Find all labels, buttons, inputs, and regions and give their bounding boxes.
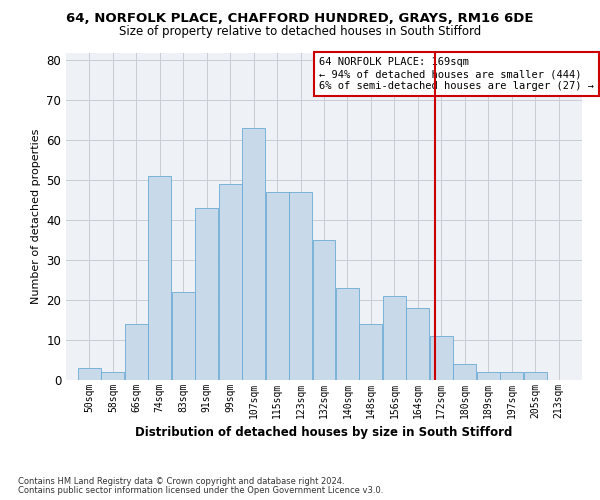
Bar <box>406 308 430 380</box>
Bar <box>500 372 523 380</box>
Bar <box>172 292 195 380</box>
Bar <box>266 192 289 380</box>
Bar <box>78 368 101 380</box>
Bar <box>430 336 453 380</box>
Bar <box>313 240 335 380</box>
Text: Size of property relative to detached houses in South Stifford: Size of property relative to detached ho… <box>119 25 481 38</box>
Y-axis label: Number of detached properties: Number of detached properties <box>31 128 41 304</box>
X-axis label: Distribution of detached houses by size in South Stifford: Distribution of detached houses by size … <box>136 426 512 440</box>
Bar <box>101 372 124 380</box>
Bar <box>476 372 500 380</box>
Bar <box>218 184 242 380</box>
Bar <box>359 324 382 380</box>
Bar <box>383 296 406 380</box>
Text: Contains public sector information licensed under the Open Government Licence v3: Contains public sector information licen… <box>18 486 383 495</box>
Text: 64 NORFOLK PLACE: 169sqm
← 94% of detached houses are smaller (444)
6% of semi-d: 64 NORFOLK PLACE: 169sqm ← 94% of detach… <box>319 58 594 90</box>
Bar <box>125 324 148 380</box>
Text: Contains HM Land Registry data © Crown copyright and database right 2024.: Contains HM Land Registry data © Crown c… <box>18 477 344 486</box>
Bar <box>524 372 547 380</box>
Text: 64, NORFOLK PLACE, CHAFFORD HUNDRED, GRAYS, RM16 6DE: 64, NORFOLK PLACE, CHAFFORD HUNDRED, GRA… <box>66 12 534 26</box>
Bar <box>195 208 218 380</box>
Bar <box>289 192 312 380</box>
Bar <box>242 128 265 380</box>
Bar <box>453 364 476 380</box>
Bar <box>336 288 359 380</box>
Bar <box>148 176 172 380</box>
